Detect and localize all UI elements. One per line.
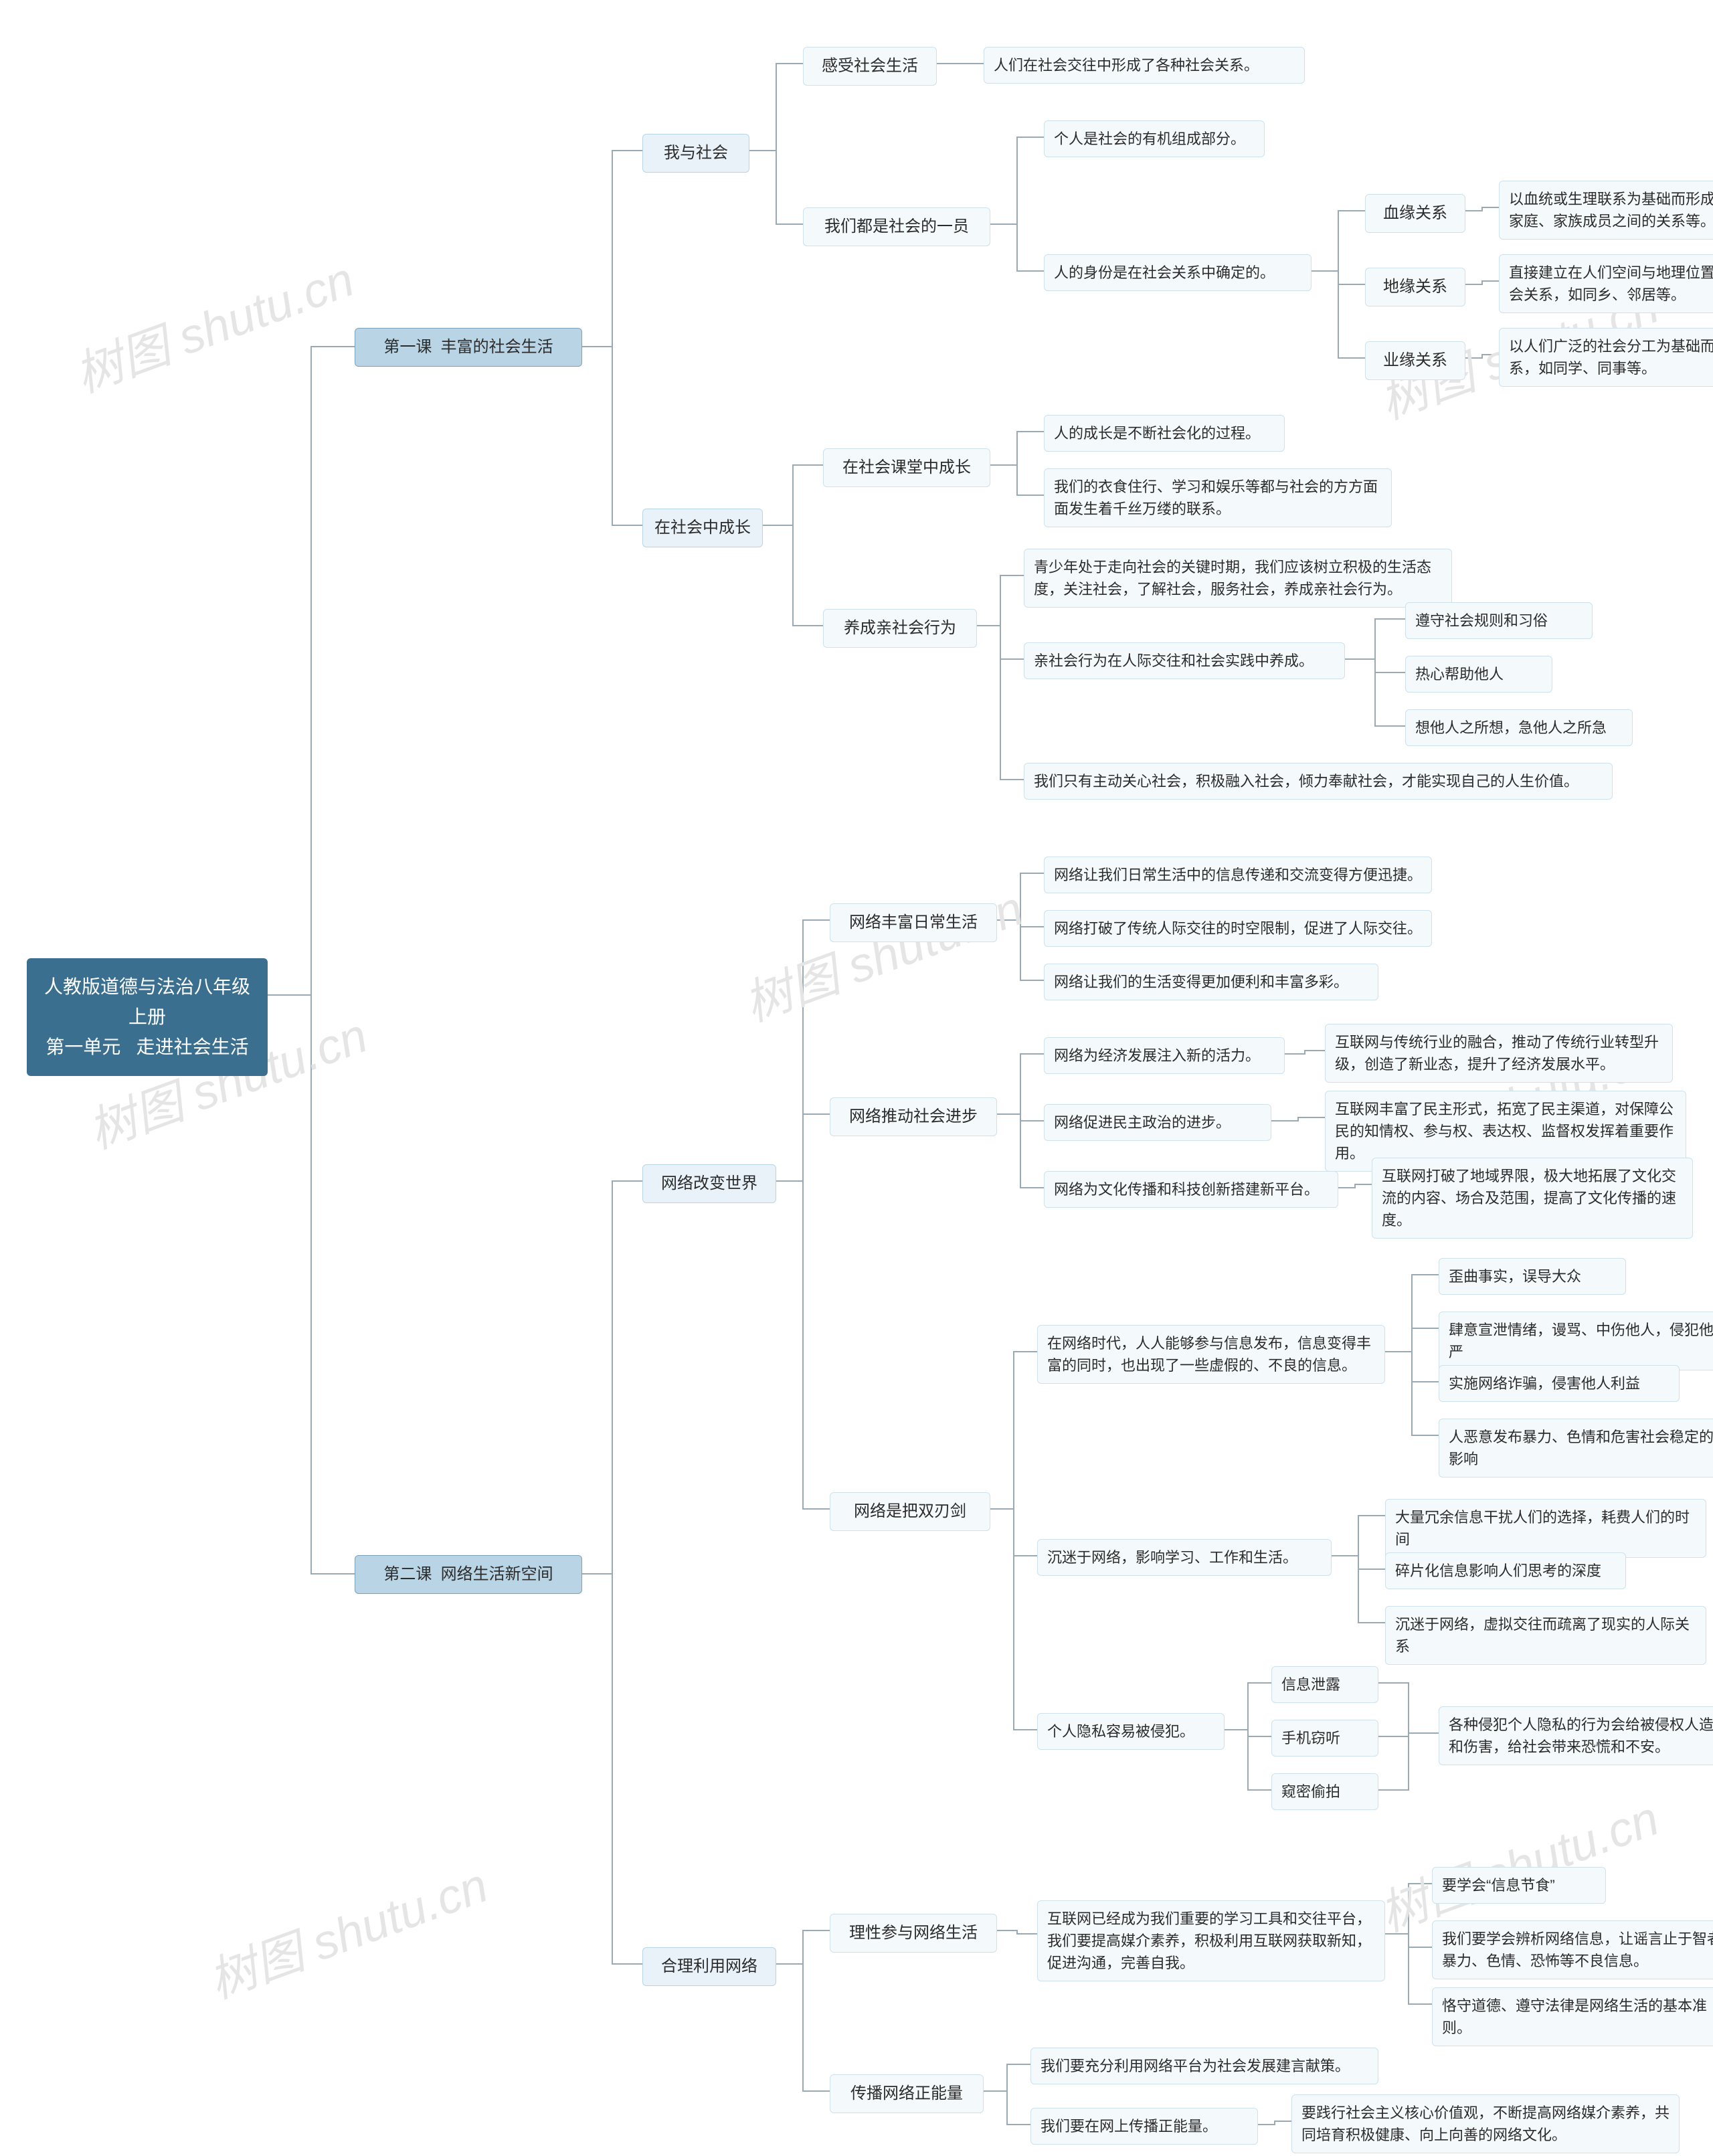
mindmap-node: 肆意宣泄情绪，谩骂、中伤他人，侵犯他人人格尊严: [1439, 1312, 1713, 1370]
mindmap-node: 遵守社会规则和习俗: [1405, 602, 1593, 639]
mindmap-node: 手机窃听: [1271, 1720, 1378, 1757]
mindmap-node: 各种侵犯个人隐私的行为会给被侵权人造成困扰和伤害，给社会带来恐慌和不安。: [1439, 1706, 1713, 1765]
mindmap-node: 感受社会生活: [803, 47, 937, 86]
watermark: 树图 shutu.cn: [64, 240, 362, 406]
mindmap-node: 个人隐私容易被侵犯。: [1037, 1713, 1225, 1750]
watermark: 树图 shutu.cn: [733, 869, 1031, 1035]
mindmap-node: 窥密偷拍: [1271, 1773, 1378, 1810]
mindmap-node: 业缘关系: [1365, 341, 1465, 380]
watermark: 树图 shutu.cn: [197, 1846, 496, 2012]
mindmap-node: 第一课 丰富的社会生活: [355, 328, 582, 367]
mindmap-node: 网络为经济发展注入新的活力。: [1044, 1037, 1285, 1074]
mindmap-node: 想他人之所想，急他人之所急: [1405, 709, 1633, 746]
mindmap-node: 互联网与传统行业的融合，推动了传统行业转型升级，创造了新业态，提升了经济发展水平…: [1325, 1024, 1673, 1083]
mindmap-node: 第二课 网络生活新空间: [355, 1555, 582, 1594]
mindmap-node: 碎片化信息影响人们思考的深度: [1385, 1552, 1626, 1589]
mindmap-node: 歪曲事实，误导大众: [1439, 1258, 1626, 1295]
mindmap-node: 网络是把双刃剑: [830, 1492, 990, 1531]
mindmap-node: 要践行社会主义核心价值观，不断提高网络媒介素养，共同培育积极健康、向上向善的网络…: [1291, 2094, 1680, 2153]
mindmap-node: 我们要学会辨析网络信息，让谣言止于智者，自觉抵制暴力、色情、恐怖等不良信息。: [1432, 1920, 1713, 1979]
mindmap-node: 沉迷于网络，影响学习、工作和生活。: [1037, 1539, 1332, 1576]
mindmap-node: 我们的衣食住行、学习和娱乐等都与社会的方方面面发生着千丝万缕的联系。: [1044, 468, 1392, 527]
mindmap-node: 我们只有主动关心社会，积极融入社会，倾力奉献社会，才能实现自己的人生价值。: [1024, 763, 1613, 800]
mindmap-node: 我们要在网上传播正能量。: [1030, 2108, 1258, 2145]
mindmap-node: 人的身份是在社会关系中确定的。: [1044, 254, 1312, 291]
mindmap-node: 我们都是社会的一员: [803, 207, 990, 246]
mindmap-node: 以人们广泛的社会分工为基础而形成的社会关系，如同学、同事等。: [1499, 328, 1713, 387]
mindmap-node: 网络打破了传统人际交往的时空限制，促进了人际交往。: [1044, 910, 1432, 947]
mindmap-node: 在社会中成长: [642, 509, 763, 547]
mindmap-node: 大量冗余信息干扰人们的选择，耗费人们的时间: [1385, 1499, 1706, 1558]
mindmap-node: 直接建立在人们空间与地理位置关系基础上的社会关系，如同乡、邻居等。: [1499, 254, 1713, 313]
mindmap-node: 合理利用网络: [642, 1947, 776, 1986]
mindmap-node: 网络让我们的生活变得更加便利和丰富多彩。: [1044, 964, 1378, 1000]
mindmap-node: 以血统或生理联系为基础而形成的社会关系，如家庭、家族成员之间的关系等。: [1499, 181, 1713, 240]
mindmap-node: 互联网打破了地域界限，极大地拓展了文化交流的内容、场合及范围，提高了文化传播的速…: [1372, 1158, 1693, 1239]
mindmap-node: 热心帮助他人: [1405, 656, 1552, 693]
mindmap-node: 人们在社会交往中形成了各种社会关系。: [984, 47, 1305, 84]
mindmap-node: 亲社会行为在人际交往和社会实践中养成。: [1024, 642, 1345, 679]
mindmap-node: 在社会课堂中成长: [823, 448, 990, 487]
mindmap-node: 青少年处于走向社会的关键时期，我们应该树立积极的生活态度，关注社会，了解社会，服…: [1024, 549, 1452, 608]
mindmap-node: 人教版道德与法治八年级上册 第一单元 走进社会生活: [27, 958, 268, 1076]
mindmap-node: 网络为文化传播和科技创新搭建新平台。: [1044, 1171, 1338, 1208]
mindmap-node: 我与社会: [642, 134, 749, 173]
mindmap-node: 网络推动社会进步: [830, 1097, 997, 1136]
mindmap-node: 地缘关系: [1365, 268, 1465, 306]
mindmap-node: 信息泄露: [1271, 1666, 1378, 1703]
mindmap-canvas: 树图 shutu.cn树图 shutu.cn树图 shutu.cn树图 shut…: [0, 0, 1713, 2156]
mindmap-node: 人的成长是不断社会化的过程。: [1044, 415, 1285, 452]
mindmap-node: 在网络时代，人人能够参与信息发布，信息变得丰富的同时，也出现了一些虚假的、不良的…: [1037, 1325, 1385, 1384]
mindmap-node: 实施网络诈骗，侵害他人利益: [1439, 1365, 1680, 1402]
mindmap-node: 沉迷于网络，虚拟交往而疏离了现实的人际关系: [1385, 1606, 1706, 1665]
mindmap-node: 传播网络正能量: [830, 2074, 984, 2113]
mindmap-node: 要学会“信息节食”: [1432, 1867, 1606, 1904]
mindmap-node: 血缘关系: [1365, 194, 1465, 233]
mindmap-node: 网络丰富日常生活: [830, 903, 997, 942]
mindmap-node: 人恶意发布暴力、色情和危害社会稳定的信息，造成恶劣影响: [1439, 1419, 1713, 1477]
mindmap-node: 网络促进民主政治的进步。: [1044, 1104, 1271, 1141]
mindmap-node: 网络改变世界: [642, 1164, 776, 1203]
mindmap-node: 恪守道德、遵守法律是网络生活的基本准则。: [1432, 1987, 1713, 2046]
mindmap-node: 理性参与网络生活: [830, 1914, 997, 1953]
mindmap-node: 个人是社会的有机组成部分。: [1044, 120, 1265, 157]
mindmap-node: 我们要充分利用网络平台为社会发展建言献策。: [1030, 2048, 1378, 2084]
mindmap-node: 养成亲社会行为: [823, 609, 977, 648]
mindmap-node: 网络让我们日常生活中的信息传递和交流变得方便迅捷。: [1044, 857, 1432, 893]
mindmap-node: 互联网已经成为我们重要的学习工具和交往平台，我们要提高媒介素养，积极利用互联网获…: [1037, 1900, 1385, 1981]
